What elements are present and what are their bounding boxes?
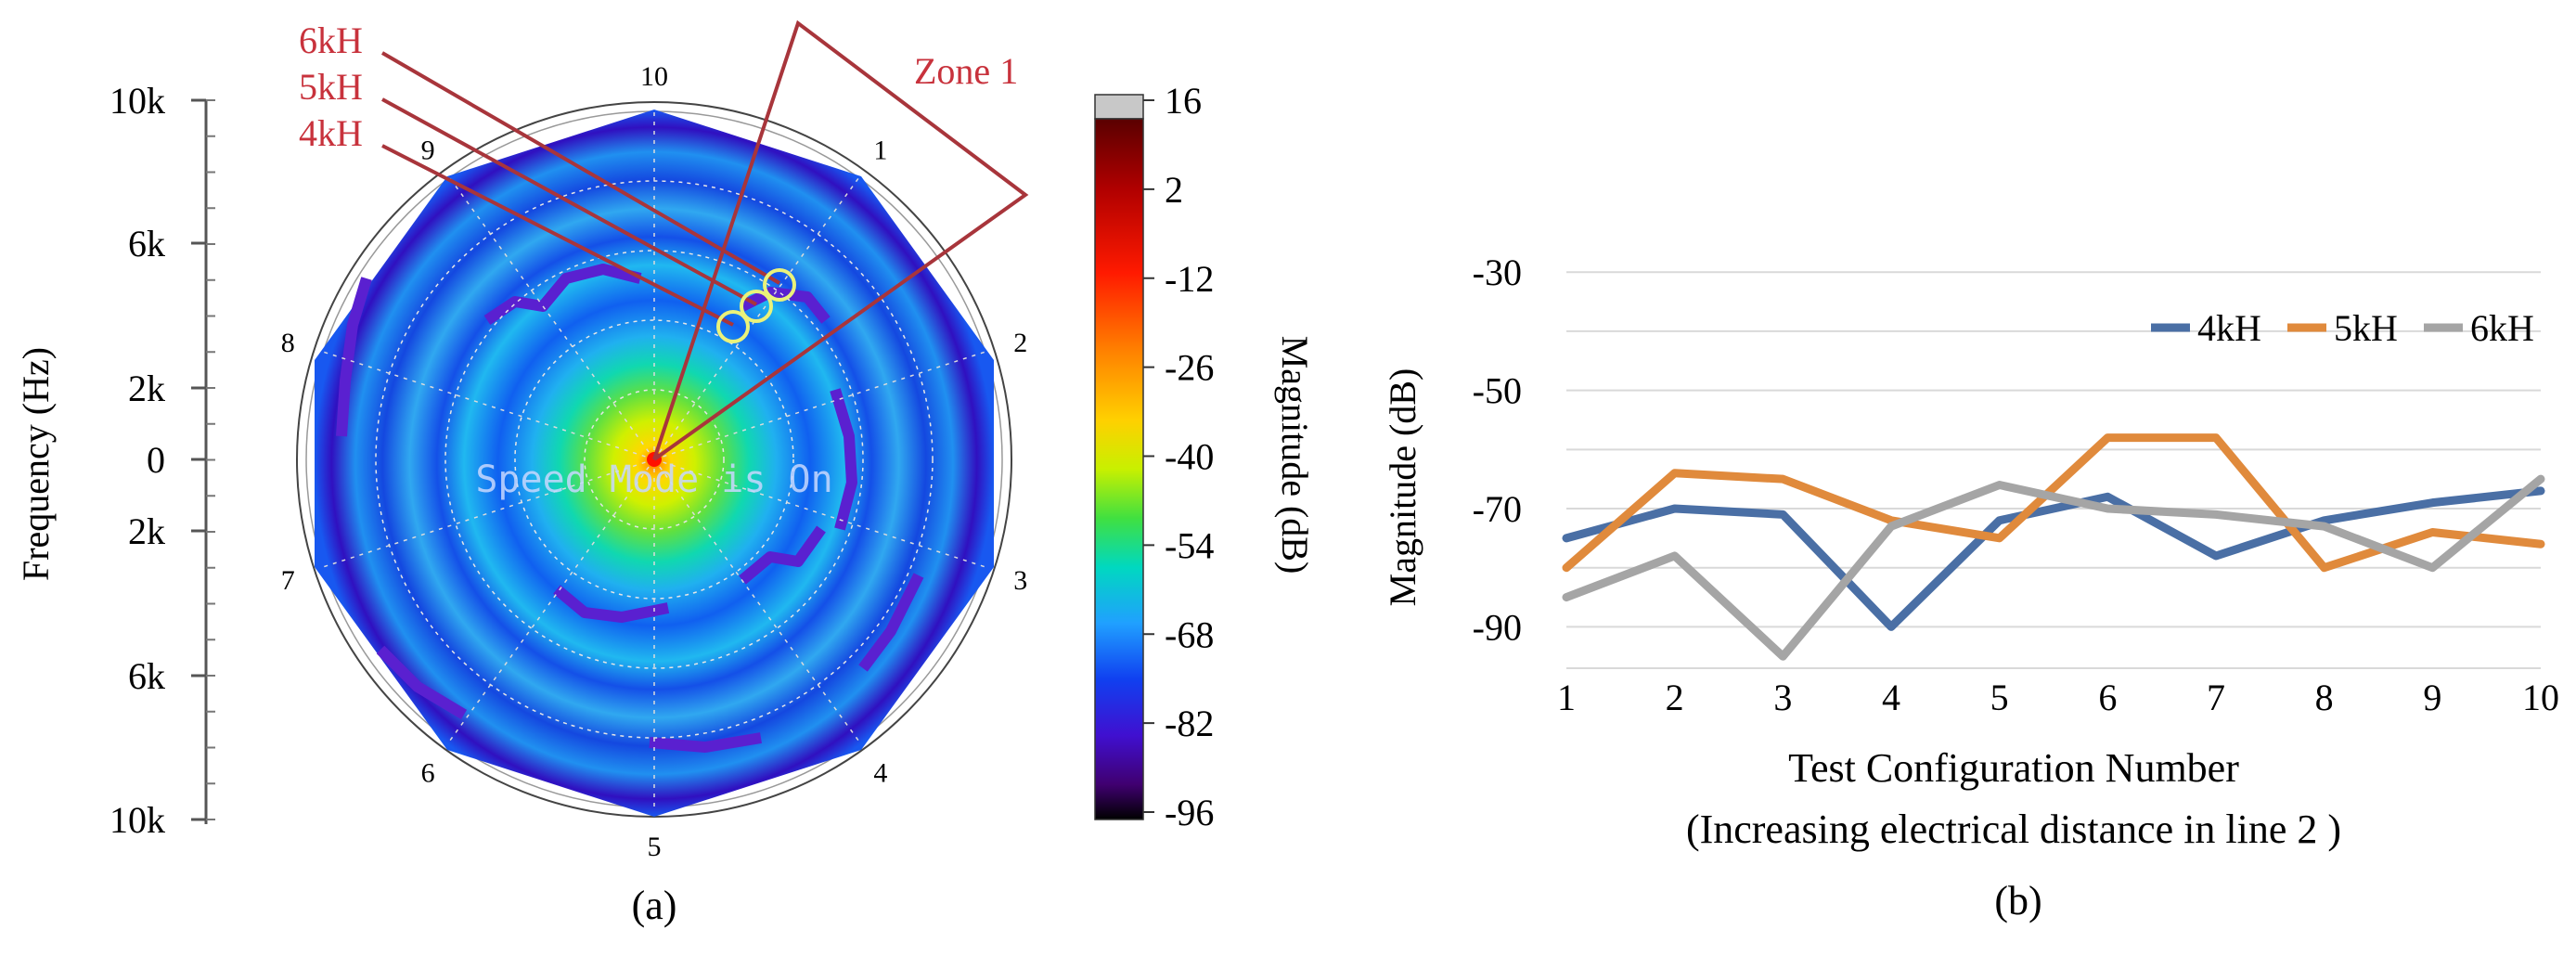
x-tick-label: 2: [1666, 677, 1684, 718]
callout-6khz: 6kH: [299, 19, 363, 61]
y-tick-label: -90: [1473, 606, 1522, 648]
colorbar-tick-label: -96: [1165, 792, 1214, 833]
y-tick-label: -70: [1473, 488, 1522, 530]
panel-b: -30 -50 -70 -90 1 2 3 4 5 6 7 8 9 10 4kH 5kH 6kH Magni…: [1382, 252, 2559, 923]
spoke-label: 7: [281, 565, 295, 596]
frequency-tick-label: 10k: [109, 799, 165, 841]
colorbar-label: Magnitude (dB): [1274, 336, 1316, 574]
caption-a: (a): [632, 883, 677, 928]
panel-a: 10k 6k 2k 0 2k 6k 10k Frequency (Hz): [15, 19, 1316, 928]
x-tick-label: 1: [1557, 677, 1576, 718]
colorbar-tick-label: 2: [1165, 169, 1183, 211]
frequency-axis: 10k 6k 2k 0 2k 6k 10k: [109, 80, 215, 841]
zone-1-annotation: Zone 1: [652, 19, 1029, 461]
frequency-tick-label: 6k: [128, 655, 165, 697]
colorbar-tick-label: -68: [1165, 613, 1214, 655]
spoke-label: 2: [1013, 328, 1027, 358]
spoke-label: 6: [421, 758, 435, 789]
frequency-callouts: 6kH 5kH 4kH: [299, 19, 796, 343]
frequency-tick-label: 10k: [109, 80, 165, 122]
chart-series: [1562, 433, 2545, 661]
x-tick-label: 6: [2098, 677, 2117, 718]
spoke-label: 1: [873, 135, 887, 165]
marker-4khz: [716, 310, 750, 343]
colorbar-tick-label: -26: [1165, 347, 1214, 389]
x-tick-label: 7: [2207, 677, 2225, 718]
spoke-label: 8: [281, 328, 295, 358]
x-tick-label: 8: [2315, 677, 2334, 718]
legend-label: 4kH: [2197, 307, 2261, 349]
colorbar-tick-label: 16: [1165, 80, 1202, 122]
speed-mode-overlay: Speed Mode is On: [475, 458, 832, 501]
frequency-tick-label: 6k: [128, 223, 165, 265]
spoke-label: 10: [640, 61, 668, 92]
x-tick-label: 9: [2423, 677, 2441, 718]
series-line-6kh: [1562, 474, 2545, 661]
marker-6khz: [763, 268, 796, 302]
legend-label: 6kH: [2470, 307, 2534, 349]
frequency-axis-label: Frequency (Hz): [15, 347, 57, 581]
frequency-tick-label: 0: [147, 439, 165, 481]
y-tick-label: -50: [1473, 370, 1522, 412]
colorbar-tick-label: -54: [1165, 524, 1214, 566]
callout-4khz: 4kH: [299, 112, 363, 154]
x-axis-ticks: 1 2 3 4 5 6 7 8 9 10: [1557, 677, 2559, 718]
frequency-tick-label: 2k: [128, 510, 165, 552]
zone-1-label: Zone 1: [914, 50, 1018, 92]
y-tick-label: -30: [1473, 252, 1522, 293]
colorbar-tick-label: -82: [1165, 703, 1214, 744]
series-line-5kh: [1562, 433, 2545, 573]
polar-plot: 10 1 2 3 4 5 6 7 8 9 Speed Mode is On: [281, 61, 1027, 862]
callout-5khz: 5kH: [299, 66, 363, 108]
colorbar-tick-label: -40: [1165, 436, 1214, 478]
legend-label: 5kH: [2334, 307, 2398, 349]
colorbar-tick-label: -12: [1165, 258, 1214, 300]
x-tick-label: 4: [1882, 677, 1900, 718]
spoke-label: 9: [421, 135, 435, 165]
series-line-4kh: [1562, 486, 2545, 631]
caption-b: (b): [1994, 878, 2041, 923]
x-tick-label: 3: [1773, 677, 1792, 718]
colorbar: 16 2 -12 -26 -40 -54 -68 -82 -96: [1094, 80, 1214, 833]
chart-legend: 4kH 5kH 6kH: [2151, 307, 2534, 349]
marker-5khz: [740, 290, 773, 323]
frequency-tick-label: 2k: [128, 368, 165, 409]
x-axis-label: Test Configuration Number: [1788, 745, 2239, 791]
x-axis-sublabel: (Increasing electrical distance in line …: [1686, 807, 2341, 852]
spoke-label: 4: [873, 758, 887, 789]
x-tick-label: 5: [1990, 677, 2009, 718]
x-tick-label: 10: [2522, 677, 2559, 718]
spoke-label: 5: [648, 832, 662, 862]
spoke-label: 3: [1013, 565, 1027, 596]
y-axis-ticks: -30 -50 -70 -90: [1473, 252, 1522, 648]
y-axis-label: Magnitude (dB): [1382, 368, 1423, 607]
